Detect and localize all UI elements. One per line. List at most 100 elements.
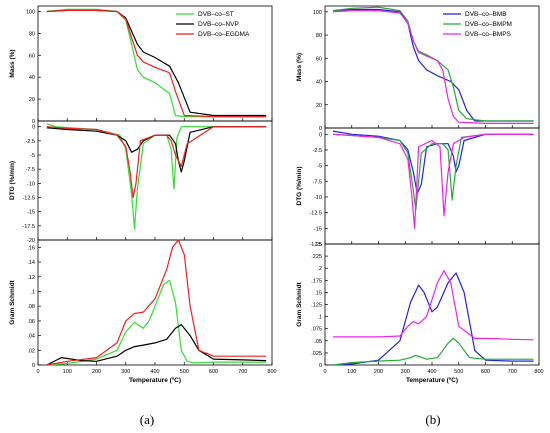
- panel-b: 0 20 40 60 80 100 Mass (%) DVB–co–BMB DVB–co–BMP…: [296, 5, 544, 384]
- y-axis-label: Mass (%): [9, 49, 16, 77]
- series-line-1: [46, 279, 267, 366]
- y-tick-label: -12.5: [309, 211, 322, 217]
- y-axis-label: DTG (%/min): [9, 161, 16, 200]
- y-tick-label: .02: [27, 348, 35, 354]
- subplot-1: 0 20 40 60 80 100 Mass (%) DVB–co–ST DVB–co–NVP D…: [9, 5, 273, 125]
- y-tick-label: 0: [32, 125, 35, 131]
- y-tick-label: .2: [317, 266, 322, 272]
- y-tick-label: .075: [311, 327, 322, 333]
- y-tick-label: -17.5: [22, 224, 35, 230]
- y-tick-label: .225: [311, 254, 322, 260]
- legend-entry: DVB–co–BMPS: [465, 31, 512, 38]
- series-line-1: [332, 272, 534, 366]
- y-tick-label: .025: [311, 351, 322, 357]
- x-tick-label: 400: [150, 369, 159, 375]
- y-tick-label: .15: [314, 290, 322, 296]
- x-axis-label: Temperature (ºC): [129, 377, 181, 384]
- x-tick-label: 800: [267, 369, 276, 375]
- subplot-3: 0 .025 .05 .075 .1 .125 .15 .175 .2 .225 .25 Gram S…: [296, 242, 544, 384]
- y-tick-label: -20: [27, 238, 35, 244]
- plot-frame: [37, 120, 273, 241]
- y-tick-label: 0: [32, 363, 35, 369]
- series-line-1: [332, 130, 534, 195]
- series-line-3: [46, 9, 267, 118]
- x-axis-label: Temperature (ºC): [406, 377, 458, 384]
- y-tick-label: 40: [29, 75, 35, 81]
- series-line-1: [332, 8, 534, 122]
- y-tick-label: 20: [316, 103, 322, 109]
- y-tick-label: -15: [314, 226, 322, 232]
- y-tick-label: 0: [32, 119, 35, 125]
- series-line-3: [332, 10, 534, 125]
- x-tick-label: 600: [481, 369, 490, 375]
- y-tick-label: -15: [27, 210, 35, 216]
- y-tick-label: .125: [311, 303, 322, 309]
- legend-entry: DVB–co–BMPM: [465, 21, 512, 28]
- y-tick-label: -10: [27, 181, 35, 187]
- y-tick-label: 60: [29, 53, 35, 59]
- panel-label-a: (a): [139, 412, 155, 427]
- y-tick-label: 80: [29, 31, 35, 37]
- subplot-1: 0 20 40 60 80 100 Mass (%) DVB–co–BMB DVB–co–BMP…: [296, 5, 540, 132]
- y-axis-label: DTG (%/min): [296, 167, 303, 206]
- y-axis-label: Mass (%): [296, 53, 303, 81]
- x-tick-label: 300: [401, 369, 410, 375]
- legend-entry: DVB–co–NVP: [198, 21, 239, 28]
- y-axis-label: Gram Schmidt: [296, 281, 303, 326]
- x-tick-label: 500: [454, 369, 463, 375]
- y-tick-label: -7.5: [26, 167, 35, 173]
- subplot-2: 0 -2.5 -5 -7.5 -10 -12.5 -15 -17.5 -20 DTG (%/min…: [9, 120, 273, 244]
- legend-entry: DVB–co–BMB: [465, 11, 507, 18]
- y-tick-label: .04: [27, 334, 35, 340]
- y-axis-label: Gram Schmidt: [9, 279, 16, 324]
- y-tick-label: .175: [311, 278, 322, 284]
- y-tick-label: .12: [27, 275, 35, 281]
- series-line-2: [46, 126, 267, 173]
- x-tick-label: 800: [534, 369, 543, 375]
- y-tick-label: 20: [29, 97, 35, 103]
- y-tick-label: .05: [314, 339, 322, 345]
- y-tick-label: -12.5: [22, 196, 35, 202]
- y-tick-label: -2.5: [313, 148, 322, 154]
- x-tick-label: 100: [347, 369, 356, 375]
- subplot-3: 0 .02 .04 .06 .08 .1 .12 .14 .16 Gram Schmidt 0 100…: [9, 239, 277, 384]
- y-tick-label: -2.5: [26, 139, 35, 145]
- plot-frame: [37, 239, 273, 366]
- x-tick-label: 200: [92, 369, 101, 375]
- y-tick-label: 100: [26, 9, 35, 15]
- series-line-2: [332, 133, 534, 211]
- series-line-1: [46, 123, 267, 230]
- legend-entry: DVB–co–ST: [198, 11, 234, 18]
- panel-label-b: (b): [425, 412, 441, 427]
- x-tick-label: 500: [180, 369, 189, 375]
- series-line-2: [46, 324, 267, 366]
- y-tick-label: .16: [27, 245, 35, 251]
- subplot-2: 0 -2.5 -5 -7.5 -10 -12.5 -15 -17.5 DTG (%/min): [296, 127, 540, 248]
- panel-a: 0 20 40 60 80 100 Mass (%) DVB–co–ST DVB–co–NVP D…: [9, 5, 277, 384]
- series-line-3: [333, 270, 534, 341]
- y-tick-label: 0: [319, 132, 322, 138]
- plot-frame: [324, 243, 540, 366]
- y-tick-label: -5: [317, 164, 322, 170]
- y-tick-label: -10: [314, 195, 322, 201]
- x-tick-label: 200: [374, 369, 383, 375]
- x-tick-label: 0: [36, 369, 39, 375]
- x-tick-label: 700: [508, 369, 517, 375]
- series-line-3: [332, 133, 534, 229]
- y-tick-label: -5: [30, 153, 35, 159]
- x-tick-label: 300: [121, 369, 130, 375]
- x-tick-label: 100: [63, 369, 72, 375]
- y-tick-label: .1: [30, 289, 35, 295]
- y-tick-label: 80: [316, 33, 322, 39]
- x-tick-label: 400: [427, 369, 436, 375]
- y-tick-label: 0: [319, 363, 322, 369]
- series-line-2: [332, 337, 534, 366]
- y-tick-label: .25: [314, 242, 322, 248]
- x-tick-label: 600: [209, 369, 218, 375]
- legend-entry: DVB–co–EGDMA: [198, 31, 250, 38]
- y-tick-label: 100: [313, 10, 322, 16]
- x-tick-label: 0: [323, 369, 326, 375]
- y-tick-label: 40: [316, 80, 322, 86]
- series-line-3: [46, 239, 267, 366]
- y-tick-label: 60: [316, 56, 322, 62]
